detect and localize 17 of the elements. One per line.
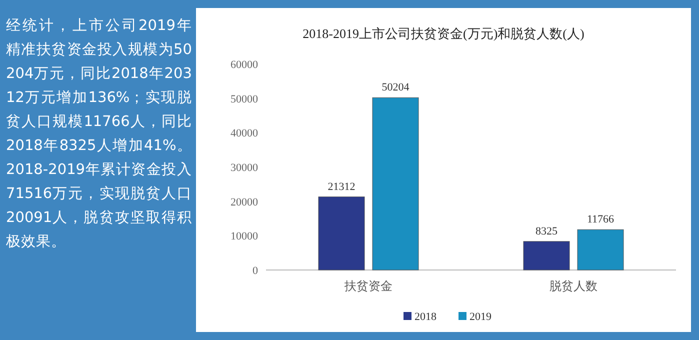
data-label: 8325 [536, 225, 558, 238]
y-tick-label: 60000 [230, 59, 258, 71]
legend-label: 2019 [470, 311, 492, 323]
y-tick-label: 20000 [230, 196, 258, 208]
y-tick-label: 50000 [230, 93, 258, 106]
y-tick-label: 30000 [230, 162, 258, 174]
data-label: 11766 [586, 214, 615, 226]
y-tick-label: 40000 [230, 128, 258, 140]
x-tick-label: 扶贫资金 [344, 279, 392, 293]
y-tick-label: 0 [252, 265, 258, 277]
chart-title: 2018-2019上市公司扶贫资金(万元)和脱贫人数(人) [302, 26, 584, 41]
y-tick-label: 10000 [230, 230, 258, 243]
text: 经统计，上市公司2019年精准扶贫资金投入规模为50204万元，同比2018年20312万元增加136%；实现脱贫人口规模11766人，同比2018年8325人增加41%。2018-2019年累计资金投入71516万元，实现脱贫人口20091人，脱贫攻坚取得积极效果。 [6, 18, 192, 250]
data-label: 21312 [328, 180, 356, 193]
legend-label: 2018 [414, 311, 437, 323]
data-label: 50204 [382, 82, 410, 94]
x-tick-label: 脱贫人数 [550, 279, 598, 293]
